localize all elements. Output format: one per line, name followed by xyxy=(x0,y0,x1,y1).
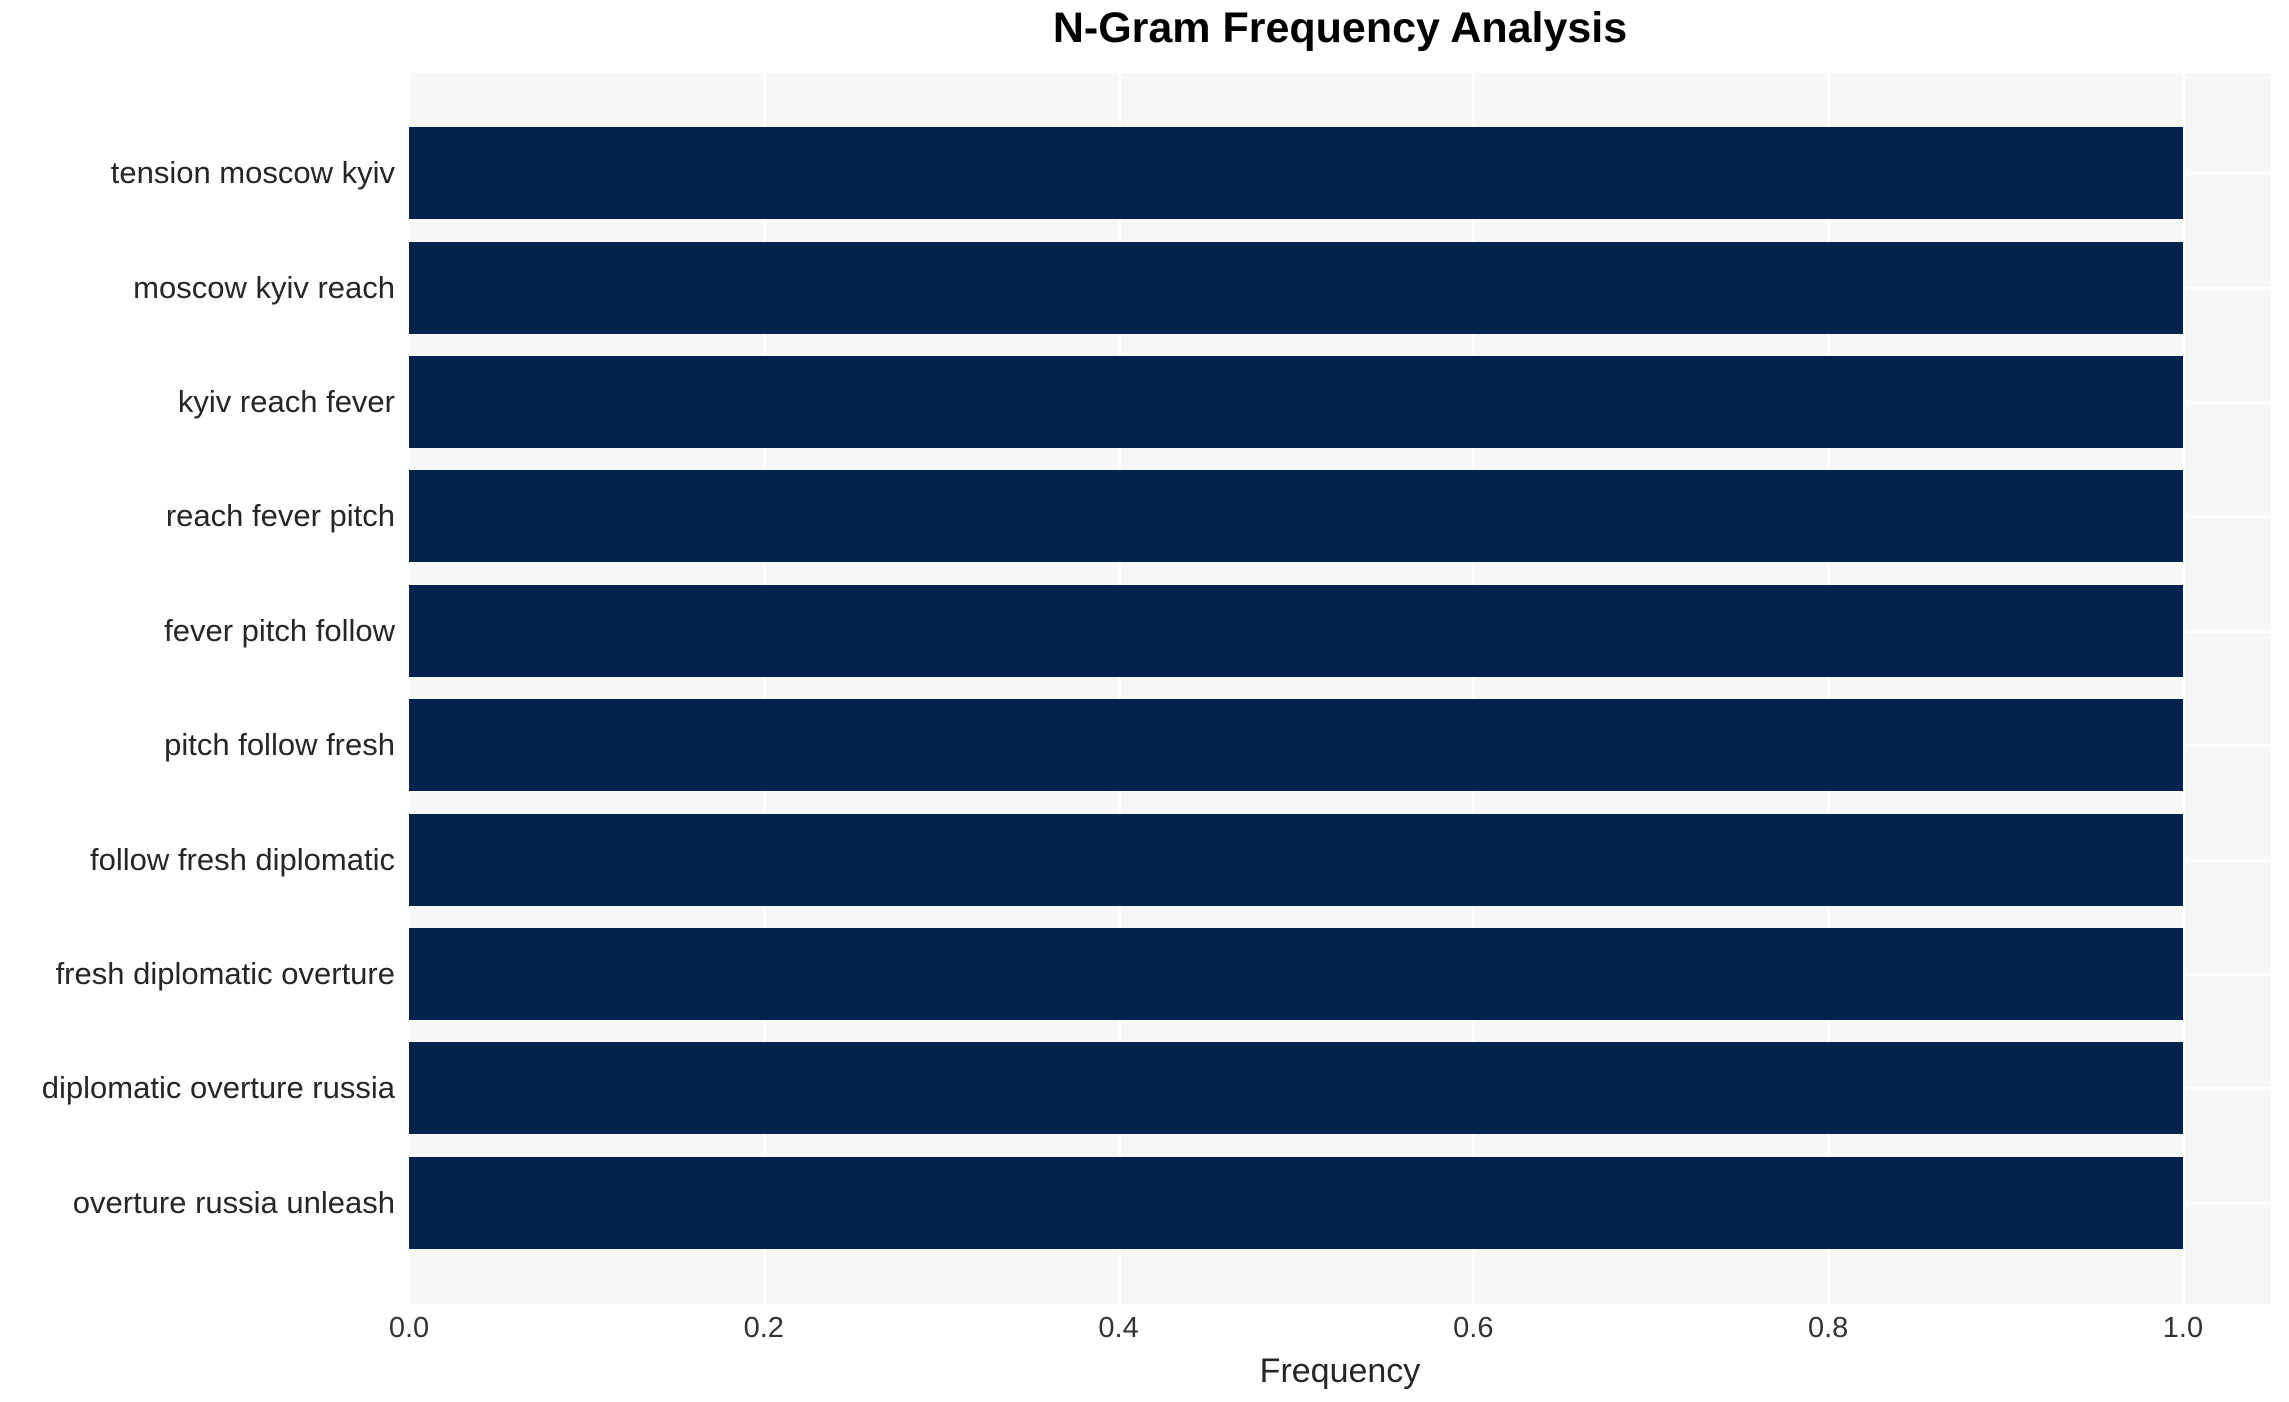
category-label: overture russia unleash xyxy=(72,1184,395,1220)
category-label: moscow kyiv reach xyxy=(133,269,395,305)
category-label: tension moscow kyiv xyxy=(110,155,395,191)
x-tick-label: 1.0 xyxy=(2162,1312,2204,1344)
bar-row: tension moscow kyiv xyxy=(0,116,2271,230)
vertical-gridline xyxy=(2181,73,2185,1304)
vertical-gridline xyxy=(1117,73,1121,1304)
bar xyxy=(409,241,2183,334)
x-axis: 0.0 0.2 0.4 0.6 0.8 1.0 xyxy=(389,1312,2271,1346)
x-tick-label: 0.0 xyxy=(388,1312,430,1344)
x-tick-label: 0.4 xyxy=(1098,1312,1139,1344)
bar xyxy=(409,1156,2183,1249)
bar-row: overture russia unleash xyxy=(0,1146,2271,1260)
bar-row: kyiv reach fever xyxy=(0,345,2271,459)
bar-row: fresh diplomatic overture xyxy=(0,917,2271,1031)
bar-track xyxy=(409,917,2271,1031)
category-label: reach fever pitch xyxy=(165,498,395,534)
bar xyxy=(409,584,2183,677)
category-label: follow fresh diplomatic xyxy=(90,841,395,877)
bar-row: diplomatic overture russia xyxy=(0,1031,2271,1145)
x-axis-label: Frequency xyxy=(1259,1352,1421,1390)
x-tick-label: 0.2 xyxy=(743,1312,784,1344)
bar-row: moscow kyiv reach xyxy=(0,230,2271,344)
bar xyxy=(409,356,2183,449)
bar xyxy=(409,1042,2183,1135)
bar-row: pitch follow fresh xyxy=(0,688,2271,802)
vertical-gridline xyxy=(1827,73,1831,1304)
category-label: pitch follow fresh xyxy=(164,727,395,763)
bar-track xyxy=(409,230,2271,344)
bar-track xyxy=(409,688,2271,802)
category-label: diplomatic overture russia xyxy=(41,1070,395,1106)
chart-title: N-Gram Frequency Analysis xyxy=(1052,4,1628,52)
category-label: fever pitch follow xyxy=(164,612,395,648)
category-label: kyiv reach fever xyxy=(177,384,395,420)
bar xyxy=(409,470,2183,563)
category-label: fresh diplomatic overture xyxy=(55,956,395,992)
bar xyxy=(409,813,2183,906)
bar xyxy=(409,699,2183,792)
bar-track xyxy=(409,459,2271,573)
bar-rows-container: tension moscow kyiv moscow kyiv reach kyiv… xyxy=(0,73,2271,1304)
bar xyxy=(409,127,2183,220)
bar-track xyxy=(409,802,2271,916)
x-tick-label: 0.6 xyxy=(1453,1312,1494,1344)
bar-track xyxy=(409,116,2271,230)
bar-row: fever pitch follow xyxy=(0,574,2271,688)
bar-track xyxy=(409,1146,2271,1260)
x-tick-label: 0.8 xyxy=(1807,1312,1849,1344)
bar-row: reach fever pitch xyxy=(0,459,2271,573)
bar-track xyxy=(409,1031,2271,1145)
bar-track xyxy=(409,345,2271,459)
vertical-gridline xyxy=(762,73,766,1304)
bar-row: follow fresh diplomatic xyxy=(0,802,2271,916)
bar-track xyxy=(409,574,2271,688)
vertical-gridline xyxy=(1472,73,1476,1304)
bar xyxy=(409,928,2183,1021)
vertical-gridline xyxy=(408,73,411,1304)
